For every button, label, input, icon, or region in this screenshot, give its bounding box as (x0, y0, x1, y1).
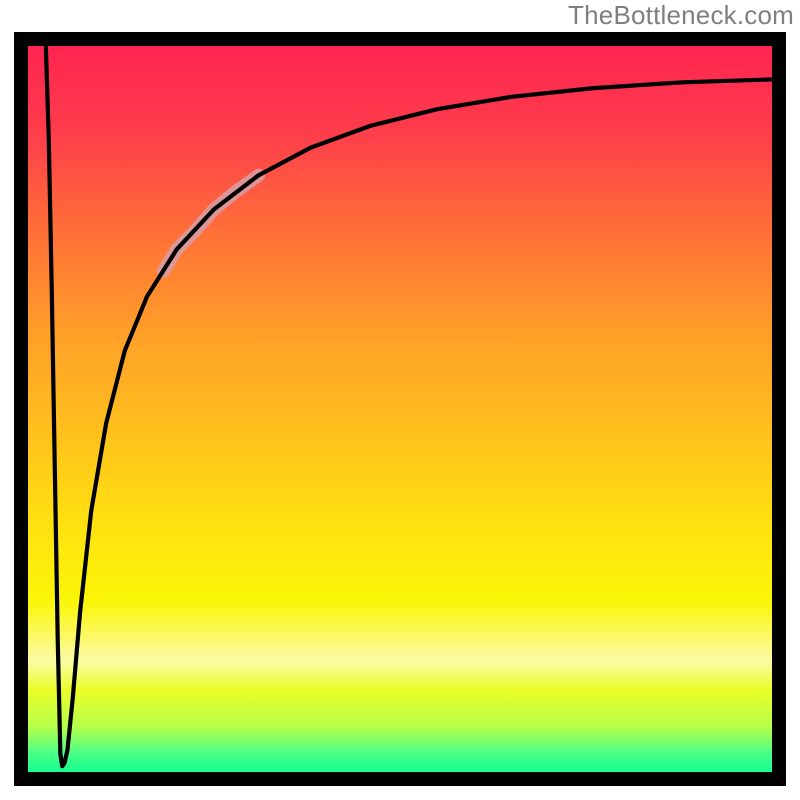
watermark-text: TheBottleneck.com (568, 0, 794, 31)
chart-container: TheBottleneck.com (0, 0, 800, 800)
plot-background-gradient (21, 39, 779, 779)
bottleneck-chart-svg (0, 0, 800, 800)
